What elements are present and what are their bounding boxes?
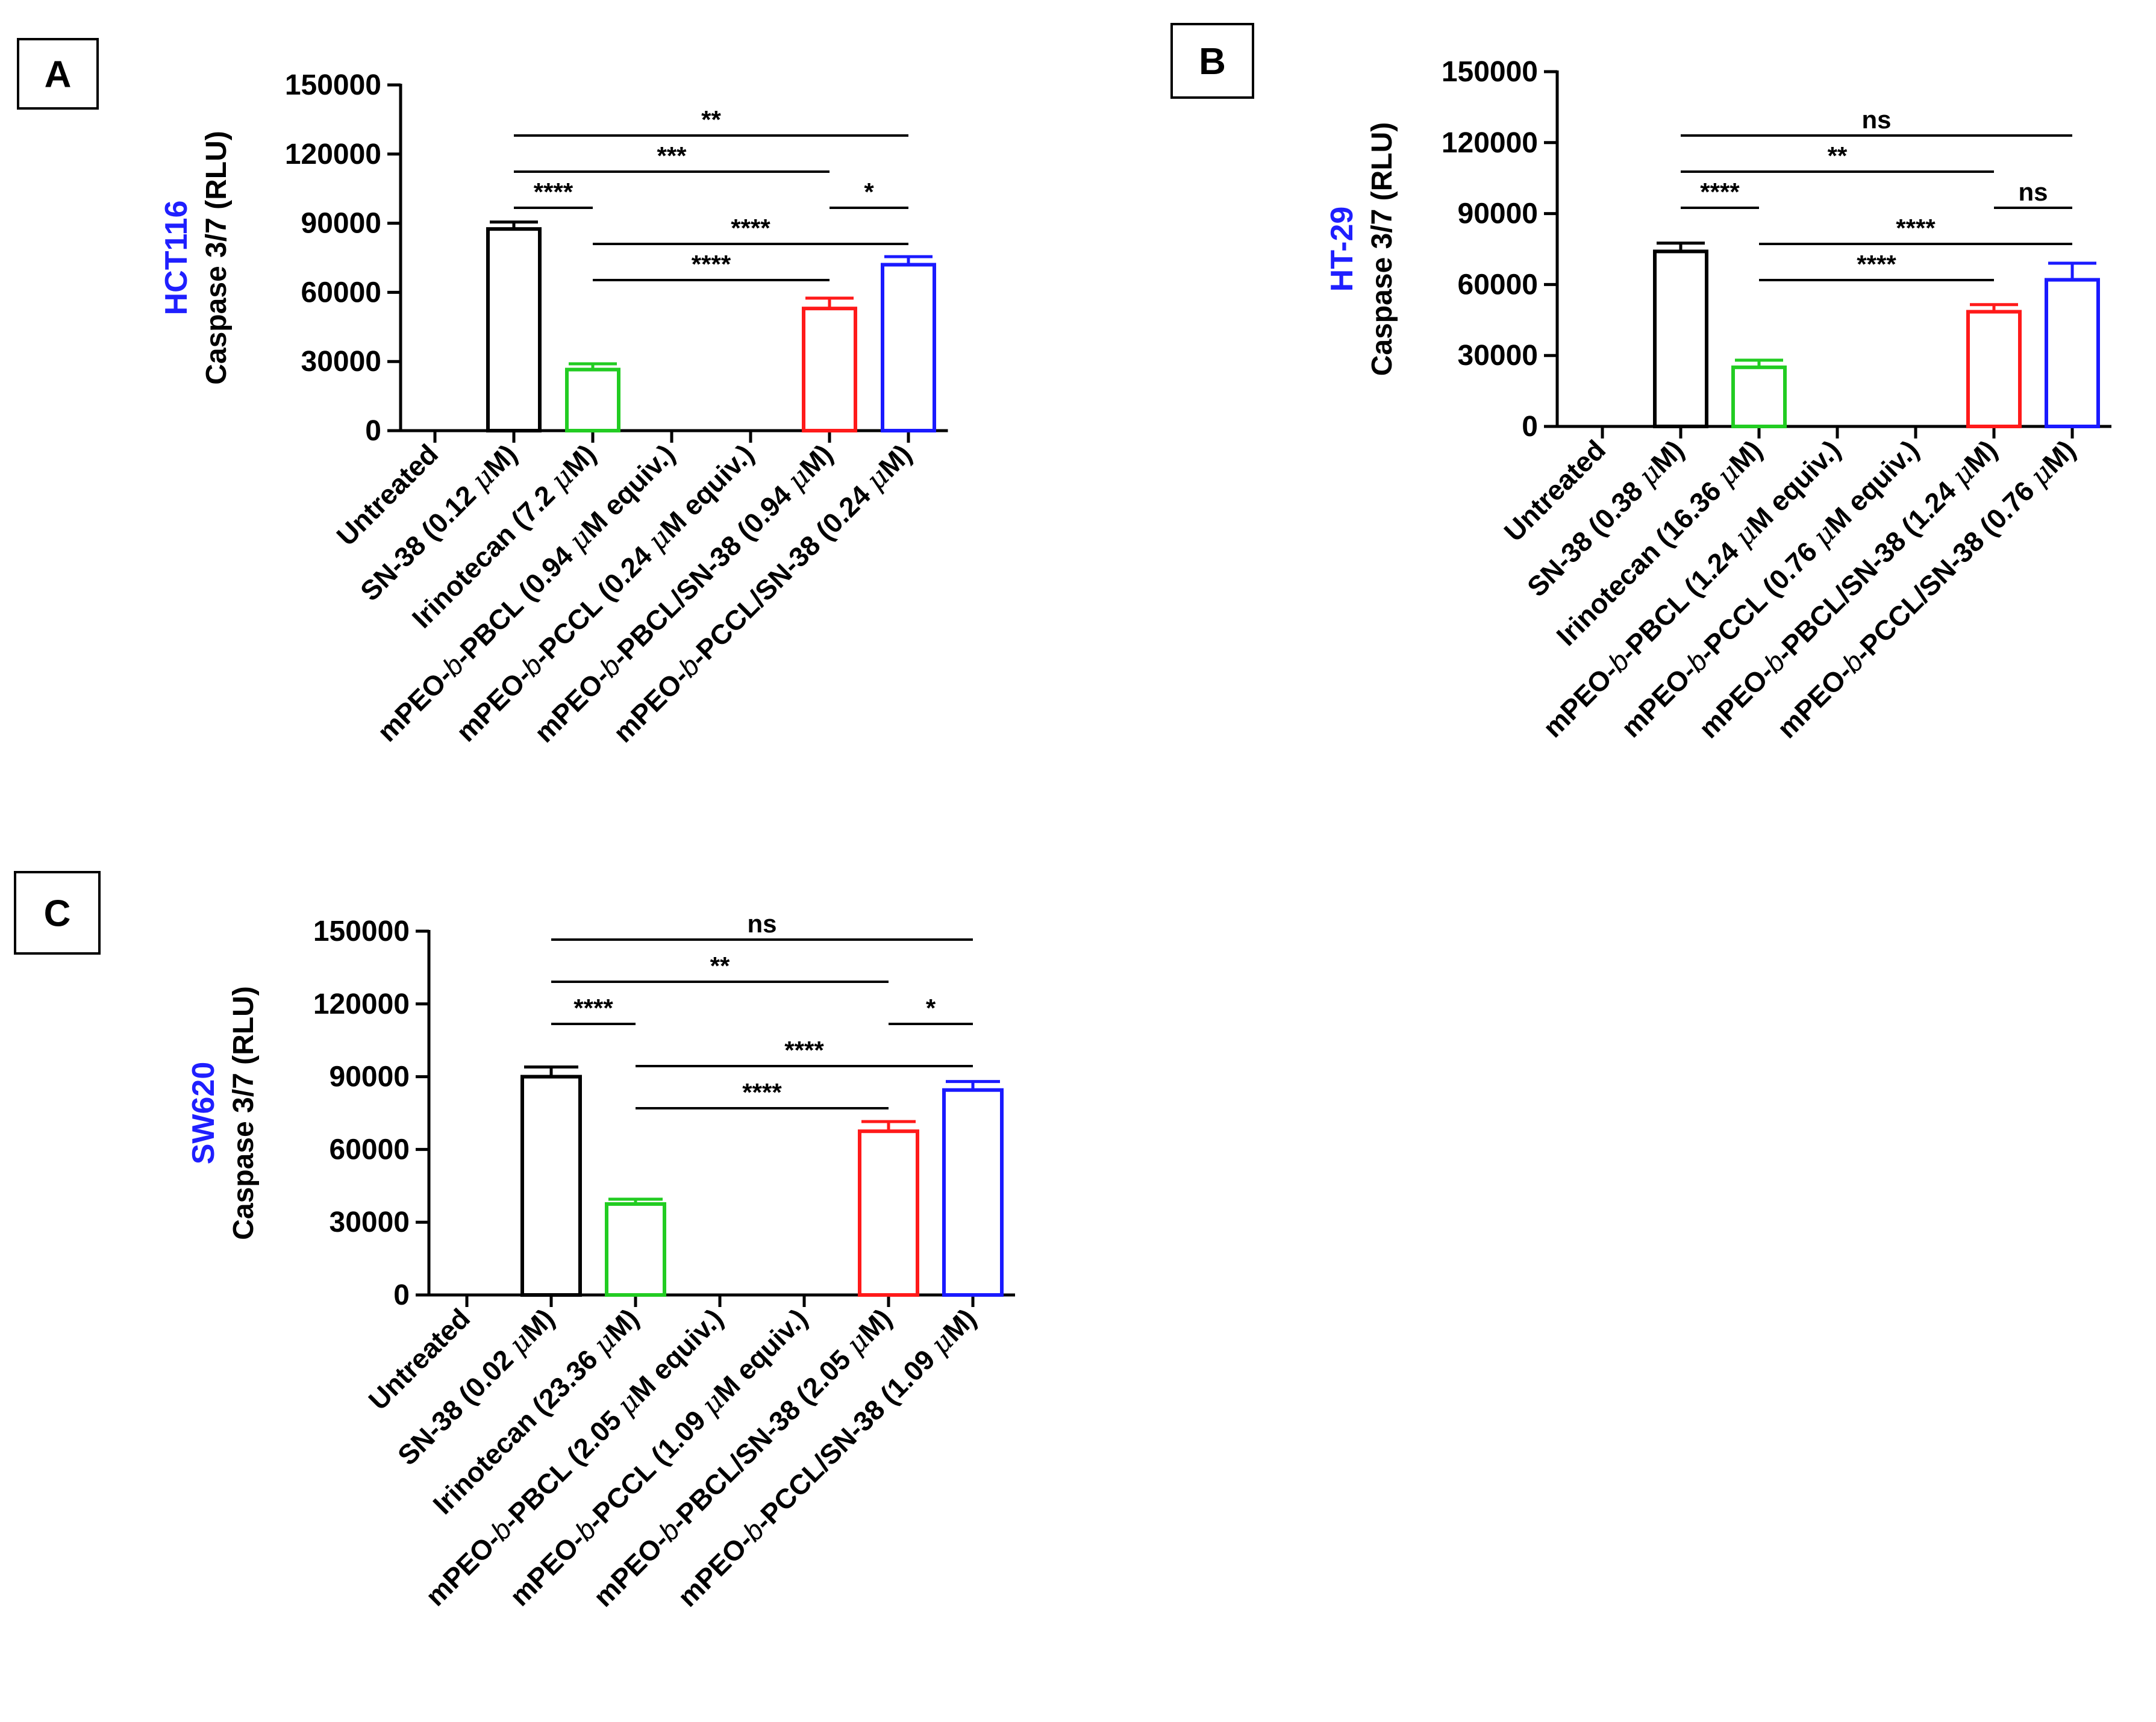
significance-label: **** xyxy=(1896,214,1936,242)
significance-label: **** xyxy=(1857,250,1896,278)
bar xyxy=(565,367,620,432)
y-tick-label: 0 xyxy=(1522,411,1538,443)
category-text: mPEO- xyxy=(587,1525,675,1612)
panel-label-box xyxy=(1170,23,1254,99)
significance-label: ** xyxy=(701,105,721,134)
significance-label: **** xyxy=(573,994,613,1022)
bar xyxy=(858,1129,919,1297)
significance-label: ns xyxy=(2018,178,2048,206)
significance-label: **** xyxy=(534,178,573,206)
chart-panel-b: B 0 30000 60000 90000 120000 150000 HT-29 Caspas… xyxy=(1170,23,2111,744)
x-category-label: mPEO-b-PBCL/SN-38 (2.05 μM) xyxy=(587,1302,898,1614)
x-category-label: mPEO-b-PCCL/SN-38 (1.09 μM) xyxy=(671,1302,983,1614)
bar xyxy=(881,263,936,432)
bar xyxy=(942,1088,1004,1297)
significance-label: ns xyxy=(1861,105,1891,134)
bar xyxy=(520,1075,582,1297)
significance-label: **** xyxy=(1700,178,1740,206)
significance-label: ** xyxy=(710,952,730,980)
x-category-label: SN-38 (0.02 μM) xyxy=(391,1302,561,1472)
y-axis-label: Caspase 3/7 (RLU) xyxy=(228,986,260,1240)
panel-label-box xyxy=(14,871,101,955)
significance-label: **** xyxy=(692,250,731,278)
category-text: mPEO- xyxy=(371,660,458,747)
y-axis-label: Caspase 3/7 (RLU) xyxy=(1366,122,1398,376)
bar xyxy=(2045,278,2100,428)
panel-label: A xyxy=(45,54,72,96)
significance-label: **** xyxy=(731,214,770,242)
y-tick-label: 60000 xyxy=(1458,269,1538,301)
bar xyxy=(605,1202,666,1297)
y-tick-label: 90000 xyxy=(301,208,381,240)
significance-label: ** xyxy=(1828,142,1848,170)
y-tick-label: 30000 xyxy=(1458,340,1538,372)
chart-panel-a: A 0 30000 60000 90000 120000 150000 HCT116 Caspa… xyxy=(17,38,948,749)
y-tick-label: 150000 xyxy=(1442,56,1538,88)
bar xyxy=(1731,365,1787,428)
significance-label: *** xyxy=(657,142,687,170)
significance-label: ns xyxy=(747,909,776,938)
significance-label: **** xyxy=(742,1078,782,1106)
panel-label: B xyxy=(1199,41,1226,83)
y-tick-label: 0 xyxy=(393,1279,410,1311)
cell-line-label: HT-29 xyxy=(1325,207,1360,292)
bar xyxy=(486,227,542,432)
y-tick-label: 60000 xyxy=(301,276,381,308)
y-tick-label: 150000 xyxy=(285,69,381,101)
x-category-label: mPEO-b-PCCL (1.09 μM equiv.) xyxy=(503,1302,813,1612)
y-tick-label: 150000 xyxy=(313,916,410,947)
y-tick-label: 120000 xyxy=(1442,127,1538,159)
cell-line-label: HCT116 xyxy=(159,201,194,316)
y-tick-label: 120000 xyxy=(313,988,410,1020)
category-text: mPEO- xyxy=(504,1524,591,1612)
y-axis-label: Caspase 3/7 (RLU) xyxy=(201,131,233,384)
cell-line-label: SW620 xyxy=(186,1062,221,1165)
category-text: mPEO- xyxy=(672,1525,759,1612)
y-tick-label: 90000 xyxy=(330,1061,410,1093)
y-tick-label: 0 xyxy=(365,415,381,447)
y-tick-label: 30000 xyxy=(330,1206,410,1238)
bar xyxy=(1653,249,1708,428)
significance-label: **** xyxy=(784,1036,824,1064)
significance-label: * xyxy=(926,994,936,1022)
y-tick-label: 120000 xyxy=(285,139,381,170)
significance-label: * xyxy=(864,178,874,206)
y-tick-label: 60000 xyxy=(330,1134,410,1165)
panel-label: C xyxy=(44,893,71,935)
x-category-label: mPEO-b-PBCL (2.05 μM equiv.) xyxy=(419,1302,729,1612)
y-tick-label: 30000 xyxy=(301,346,381,378)
bar xyxy=(1966,310,2022,428)
panel-label-box xyxy=(17,38,99,110)
category-text: mPEO- xyxy=(419,1524,507,1612)
chart-panel-c: C 0 30000 60000 90000 120000 150000 SW620 Caspas… xyxy=(14,871,1015,1614)
y-tick-label: 90000 xyxy=(1458,198,1538,230)
category-text: mPEO- xyxy=(1537,656,1624,743)
bar xyxy=(802,307,857,432)
